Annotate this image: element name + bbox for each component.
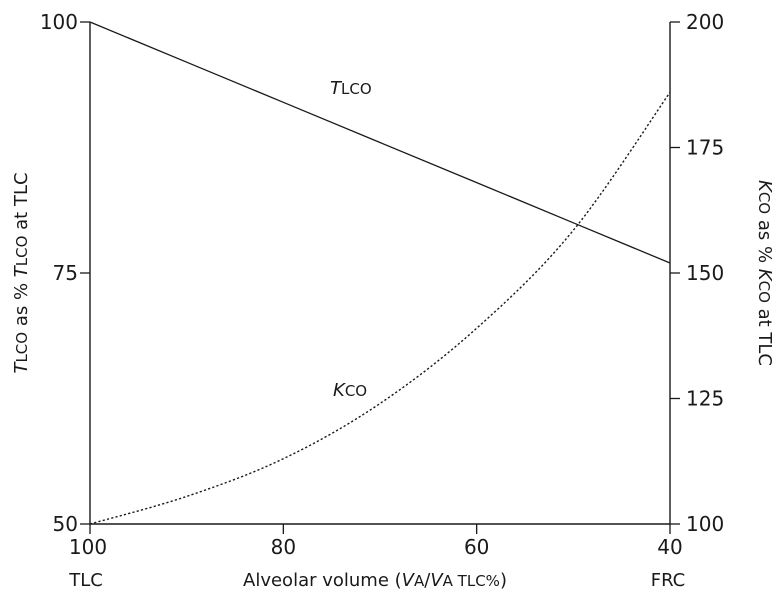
y-right-tick-label: 175 bbox=[686, 136, 724, 160]
y-right-tick-label: 100 bbox=[686, 512, 724, 536]
x-axis-label: Alveolar volume (VA/VA TLC%) bbox=[243, 570, 507, 591]
x-tick-label: 100 bbox=[69, 535, 107, 559]
x-end-label-tlc: TLC bbox=[68, 570, 103, 591]
series-label-kco: KCO bbox=[333, 380, 367, 401]
x-tick-label: 60 bbox=[464, 535, 489, 559]
series-line-tlco bbox=[89, 21, 671, 264]
series-line-kco bbox=[89, 91, 671, 525]
y-right-tick-label: 150 bbox=[686, 261, 724, 285]
y-right-tick-label: 125 bbox=[686, 387, 724, 411]
x-tick-label: 40 bbox=[657, 535, 682, 559]
y-left-tick-label: 75 bbox=[53, 261, 78, 285]
y-axis-label-right: KCO as % KCO at TLC bbox=[754, 180, 775, 366]
x-end-label-frc: FRC bbox=[651, 570, 686, 591]
y-left-tick-label: 50 bbox=[53, 512, 78, 536]
series-label-tlco: TLCO bbox=[330, 78, 372, 99]
x-tick-label: 80 bbox=[271, 535, 296, 559]
y-right-tick-label: 200 bbox=[686, 10, 724, 34]
y-axis-label-left: TLCO as % TLCO at TLC bbox=[11, 172, 32, 373]
y-left-tick-label: 100 bbox=[40, 10, 78, 34]
